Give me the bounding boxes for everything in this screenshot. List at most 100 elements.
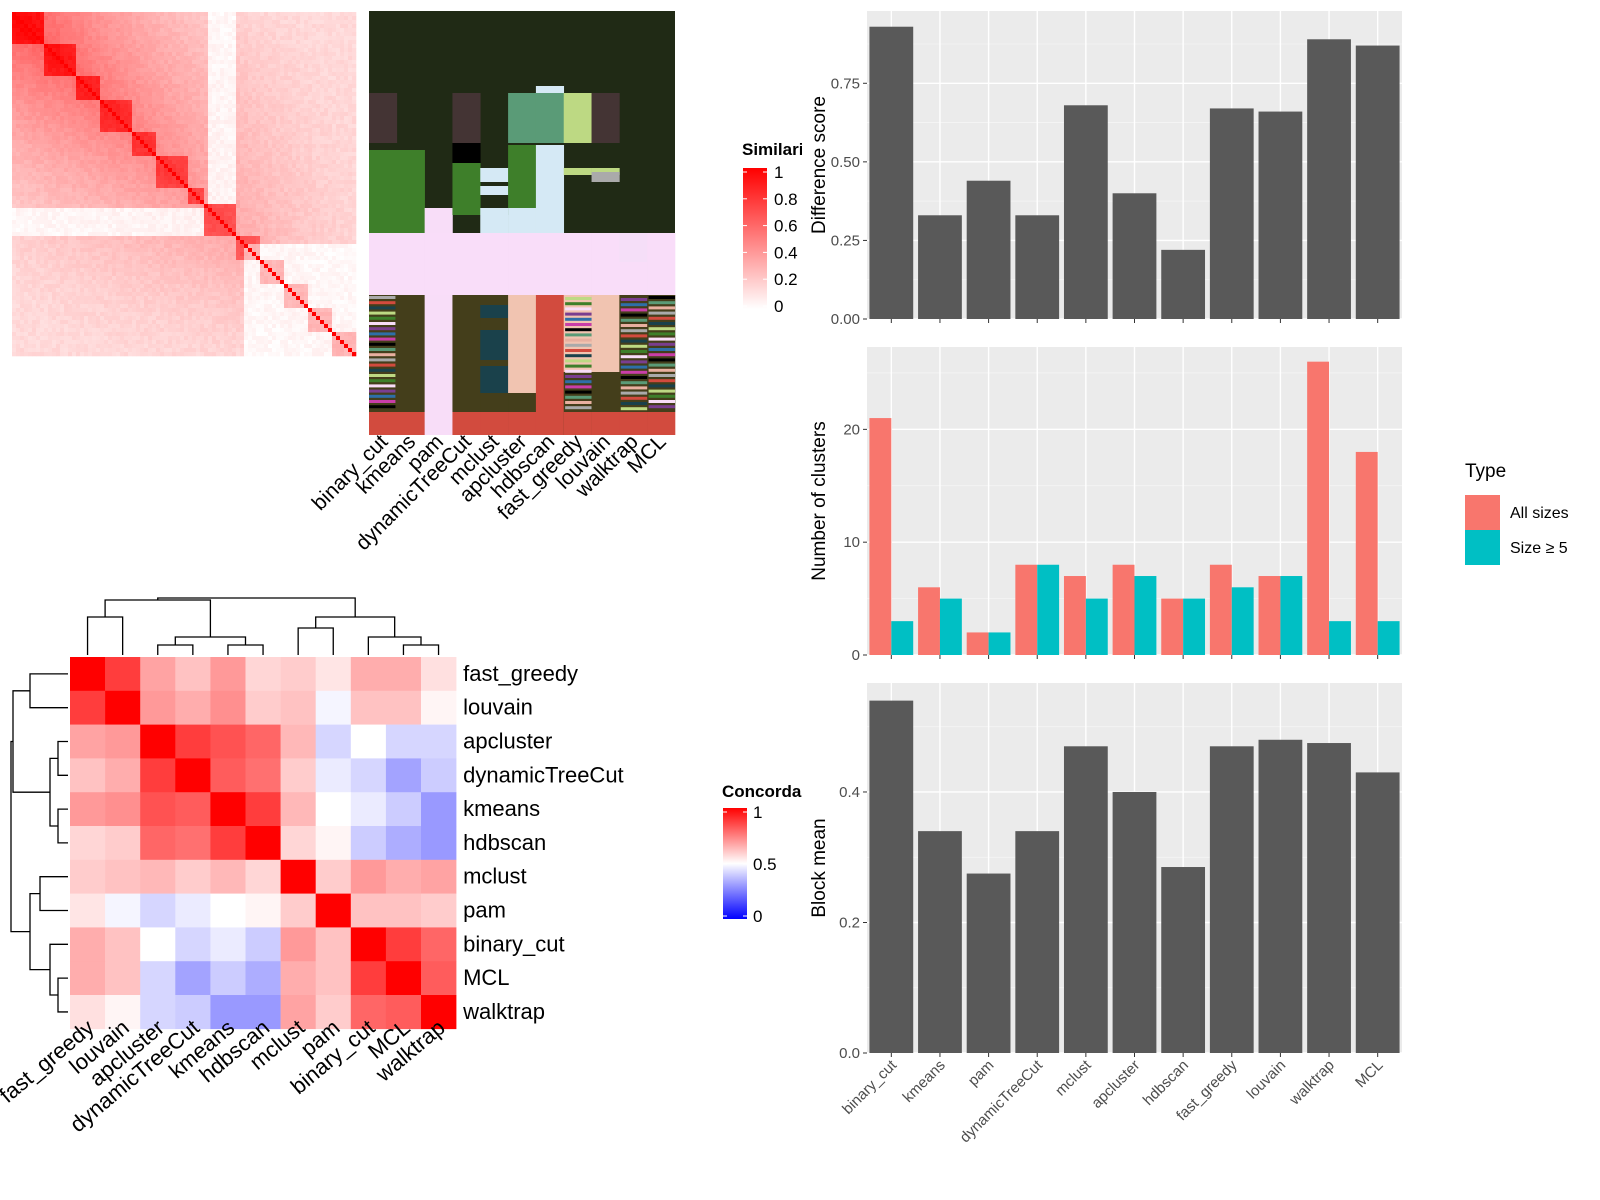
similarity-cell — [344, 196, 349, 201]
similarity-cell — [28, 68, 33, 73]
similarity-cell — [296, 92, 301, 97]
similarity-cell — [160, 208, 165, 213]
similarity-cell — [188, 240, 193, 245]
similarity-cell — [208, 204, 213, 209]
similarity-cell — [336, 160, 341, 165]
similarity-cell — [44, 40, 49, 45]
similarity-cell — [192, 92, 197, 97]
similarity-cell — [216, 204, 221, 209]
similarity-cell — [236, 156, 241, 161]
similarity-cell — [76, 196, 81, 201]
similarity-cell — [48, 236, 53, 241]
similarity-cell — [148, 208, 153, 213]
similarity-cell — [128, 140, 133, 145]
similarity-cell — [264, 160, 269, 165]
similarity-cell — [232, 108, 237, 113]
similarity-cell — [128, 16, 133, 21]
similarity-cell — [216, 88, 221, 93]
similarity-cell — [16, 52, 21, 57]
similarity-cell — [240, 160, 245, 165]
similarity-cell — [316, 36, 321, 41]
similarity-cell — [308, 236, 313, 241]
similarity-cell — [256, 236, 261, 241]
similarity-cell — [56, 240, 61, 245]
similarity-cell — [28, 172, 33, 177]
similarity-cell — [320, 44, 325, 49]
similarity-cell — [196, 48, 201, 53]
similarity-cell — [40, 180, 45, 185]
similarity-cell — [188, 216, 193, 221]
similarity-cell — [296, 52, 301, 57]
similarity-cell — [296, 68, 301, 73]
similarity-cell — [164, 176, 169, 181]
similarity-cell — [220, 176, 225, 181]
similarity-cell — [56, 84, 61, 89]
similarity-cell — [268, 152, 273, 157]
similarity-cell — [216, 136, 221, 141]
similarity-cell — [48, 220, 53, 225]
similarity-cell — [316, 116, 321, 121]
similarity-cell — [196, 236, 201, 241]
similarity-cell — [44, 84, 49, 89]
similarity-cell — [288, 200, 293, 205]
similarity-cell — [96, 44, 101, 49]
similarity-cell — [188, 112, 193, 117]
similarity-cell — [72, 236, 77, 241]
similarity-cell — [100, 48, 105, 53]
similarity-cell — [120, 188, 125, 193]
similarity-cell — [100, 192, 105, 197]
similarity-cell — [312, 192, 317, 197]
similarity-cell — [260, 148, 265, 153]
similarity-cell — [72, 144, 77, 149]
similarity-cell — [88, 44, 93, 49]
similarity-cell — [268, 136, 273, 141]
similarity-cell — [152, 148, 157, 153]
similarity-cell — [268, 220, 273, 225]
similarity-cell — [348, 220, 353, 225]
similarity-cell — [228, 180, 233, 185]
similarity-cell — [252, 108, 257, 113]
similarity-cell — [320, 108, 325, 113]
similarity-cell — [264, 112, 269, 117]
similarity-cell — [160, 216, 165, 221]
similarity-cell — [264, 28, 269, 33]
similarity-cell — [208, 160, 213, 165]
similarity-cell — [228, 228, 233, 233]
similarity-cell — [124, 200, 129, 205]
similarity-cell — [112, 120, 117, 125]
similarity-cell — [200, 148, 205, 153]
similarity-cell — [348, 12, 353, 17]
similarity-cell — [140, 116, 145, 121]
similarity-cell — [188, 80, 193, 85]
similarity-cell — [260, 32, 265, 37]
similarity-cell — [168, 148, 173, 153]
similarity-cell — [208, 192, 213, 197]
similarity-cell — [20, 80, 25, 85]
similarity-cell — [164, 232, 169, 237]
similarity-cell — [88, 124, 93, 129]
similarity-cell — [332, 96, 337, 101]
similarity-cell — [132, 120, 137, 125]
similarity-cell — [148, 164, 153, 169]
similarity-cell — [200, 52, 205, 57]
similarity-cell — [12, 124, 17, 129]
similarity-cell — [144, 128, 149, 133]
similarity-cell — [344, 100, 349, 105]
similarity-cell — [236, 64, 241, 69]
similarity-cell — [344, 24, 349, 29]
similarity-cell — [296, 152, 301, 157]
similarity-cell — [108, 28, 113, 33]
similarity-cell — [304, 132, 309, 137]
similarity-cell — [212, 160, 217, 165]
similarity-cell — [164, 44, 169, 49]
similarity-cell — [228, 76, 233, 81]
similarity-cell — [300, 208, 305, 213]
similarity-cell — [236, 60, 241, 65]
similarity-cell — [68, 136, 73, 141]
similarity-cell — [236, 240, 241, 245]
similarity-cell — [68, 240, 73, 245]
similarity-cell — [60, 88, 65, 93]
similarity-cell — [140, 44, 145, 49]
similarity-cell — [76, 76, 81, 81]
similarity-cell — [292, 180, 297, 185]
